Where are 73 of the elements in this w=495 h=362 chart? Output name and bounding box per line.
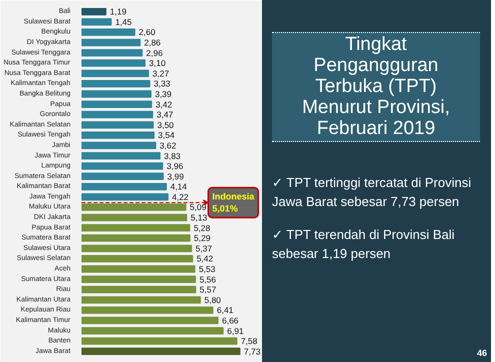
data-label: 3,42 (156, 99, 172, 110)
bar (82, 327, 224, 334)
data-label: 2,60 (138, 27, 156, 38)
data-label: 7,58 (240, 336, 258, 346)
data-label: 4,22 (172, 192, 189, 202)
bar (82, 162, 164, 170)
data-label: 3,54 (158, 130, 175, 140)
data-label: 7,73 (244, 346, 261, 356)
bar (82, 90, 152, 98)
data-label: 5,13 (190, 212, 208, 223)
bar (82, 265, 196, 273)
data-label: 6,66 (222, 315, 239, 326)
bar (82, 100, 152, 108)
data-label: 5,28 (194, 222, 211, 233)
bar (82, 142, 156, 150)
data-label: 5,80 (204, 294, 222, 305)
bar (82, 121, 154, 129)
bar (82, 131, 155, 139)
annotation: Indonesia 5,01% (212, 192, 256, 214)
data-label: 3,62 (160, 140, 176, 150)
data-label: 4,14 (170, 182, 188, 192)
bar (82, 348, 240, 356)
bar (82, 18, 112, 26)
data-label: 5,56 (199, 274, 216, 284)
data-label: 3,99 (167, 171, 184, 182)
data-label: 2,86 (144, 38, 161, 48)
data-label: 5,37 (196, 243, 212, 254)
data-label: 2,96 (146, 48, 163, 58)
bar (82, 8, 106, 16)
bar (82, 316, 218, 324)
bar (82, 276, 196, 283)
bar (82, 59, 146, 67)
data-label: 5,53 (198, 264, 216, 274)
bar (82, 337, 238, 345)
text: ✓ TPT terendah di Provinsi Bali sebesar 1,19 persen (272, 226, 456, 263)
bar (82, 172, 164, 180)
bar (82, 234, 190, 242)
bar (82, 28, 136, 36)
data-label: 3,27 (152, 68, 170, 78)
bar (82, 204, 186, 211)
bar (82, 110, 154, 118)
data-label: 3,39 (154, 89, 172, 99)
text: Tingkat Pengangguran Terbuka (TPT) Menurut Provinsi, Februari 2019 (272, 32, 480, 142)
data-label: 5,29 (194, 233, 211, 244)
bar (82, 296, 201, 304)
data-label: 1,45 (115, 16, 132, 27)
bar (82, 80, 150, 88)
bar (82, 255, 194, 262)
data-label: 1,19 (110, 6, 127, 17)
bar (82, 38, 141, 46)
data-label: 3,50 (157, 120, 174, 130)
data-label: 5,57 (200, 284, 216, 295)
bar (82, 214, 188, 222)
data-label: 6,41 (216, 305, 234, 316)
bar (82, 244, 192, 252)
bar (82, 182, 167, 190)
bar (82, 193, 168, 201)
bar (82, 152, 160, 160)
bar (82, 286, 196, 294)
data-label: 5,09 (190, 202, 207, 212)
text: ✓ TPT tertinggi tercatat di Provinsi Jawa Barat sebesar 7,73 persen (272, 174, 472, 211)
text: 46 (476, 347, 487, 360)
data-label: 3,47 (156, 110, 174, 120)
bar (82, 70, 150, 78)
bar (82, 224, 190, 232)
data-label: 3,83 (164, 150, 181, 161)
data-label: 6,91 (227, 326, 244, 336)
data-label: 5,42 (196, 254, 214, 264)
data-label: 3,33 (154, 78, 171, 89)
data-label: 3,10 (149, 58, 166, 68)
bar (82, 306, 214, 314)
data-label: 3,96 (166, 161, 184, 172)
bar (82, 49, 143, 57)
